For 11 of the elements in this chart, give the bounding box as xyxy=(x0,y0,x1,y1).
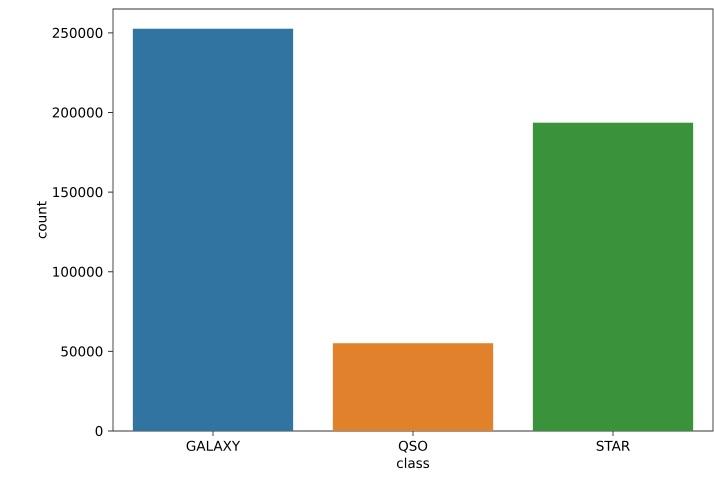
y-tick-label: 0 xyxy=(96,426,102,436)
y-tick-label: 100000 xyxy=(53,266,102,277)
y-tick-label: 50000 xyxy=(61,346,102,356)
y-axis-title: count xyxy=(36,201,47,238)
y-tick-label: 150000 xyxy=(53,187,102,198)
x-tick-label: GALAXY xyxy=(186,440,240,451)
y-tick-label: 250000 xyxy=(52,28,102,38)
x-axis-title: class xyxy=(396,458,430,468)
y-tick-label: 200000 xyxy=(52,107,102,118)
x-tick-label: QSO xyxy=(398,440,428,452)
x-tick-label: STAR xyxy=(596,440,630,451)
